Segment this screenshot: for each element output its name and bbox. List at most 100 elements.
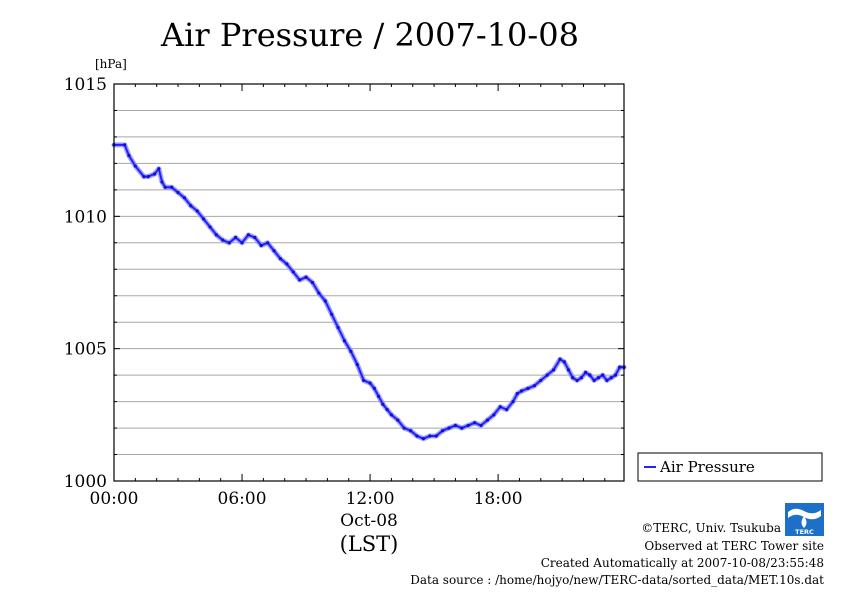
data-point-6 <box>152 172 157 176</box>
data-point-78 <box>579 376 583 380</box>
data-point-56 <box>453 423 458 428</box>
footer-copyright: ©TERC, Univ. Tsukuba <box>641 521 781 535</box>
y-tick-label-1015: 1015 <box>64 75 107 95</box>
data-point-31 <box>304 275 308 279</box>
data-point-39 <box>355 362 359 367</box>
grid-lines <box>114 109 624 456</box>
x-axis-date-label: Oct-08 <box>340 511 398 531</box>
data-point-87 <box>618 365 622 369</box>
data-point-70 <box>539 378 543 383</box>
series-halo-0 <box>111 142 627 442</box>
data-point-8 <box>160 180 164 184</box>
y-tick-label-1000: 1000 <box>64 472 107 492</box>
data-point-76 <box>571 376 575 380</box>
data-point-64 <box>505 407 509 412</box>
data-point-5 <box>146 175 150 179</box>
data-point-51 <box>421 437 426 441</box>
data-point-66 <box>515 392 519 396</box>
data-point-84 <box>605 378 609 383</box>
axis-ticks <box>113 83 624 482</box>
x-tick-labels: 00:00 06:00 12:00 18:00 <box>90 489 523 509</box>
data-point-79 <box>583 370 588 375</box>
data-point-27 <box>278 257 283 261</box>
data-point-23 <box>253 235 257 240</box>
chart-title: Air Pressure / 2007-10-08 <box>160 16 579 54</box>
data-point-3 <box>133 164 137 168</box>
data-point-72 <box>551 368 556 372</box>
data-point-77 <box>575 378 579 383</box>
data-point-80 <box>588 373 592 377</box>
legend-box <box>637 452 823 482</box>
data-point-29 <box>291 270 295 274</box>
data-point-61 <box>485 418 490 422</box>
data-point-47 <box>396 418 400 422</box>
data-point-62 <box>492 413 496 417</box>
data-point-68 <box>526 386 530 390</box>
logo-text: TERC <box>795 528 814 536</box>
footer-created: Created Automatically at 2007-10-08/23:5… <box>541 556 824 570</box>
data-point-74 <box>562 360 566 364</box>
data-point-69 <box>532 384 536 388</box>
data-point-54 <box>441 429 445 433</box>
data-point-34 <box>323 299 327 303</box>
series-line-0 <box>114 143 624 440</box>
data-point-25 <box>266 241 270 245</box>
data-point-22 <box>246 233 251 237</box>
data-point-12 <box>182 196 187 200</box>
data-point-2 <box>127 153 131 158</box>
footer-observed: Observed at TERC Tower site <box>644 539 824 553</box>
data-point-4 <box>142 175 146 179</box>
x-axis-unit-label: (LST) <box>340 532 399 556</box>
data-point-60 <box>479 423 483 428</box>
legend-entry-air-pressure: Air Pressure <box>659 458 755 476</box>
y-axis-unit-label: [hPa] <box>95 57 127 71</box>
y-tick-labels: 1015 1010 1005 1000 <box>64 75 107 492</box>
data-point-75 <box>566 368 571 372</box>
data-point-9 <box>163 185 167 189</box>
data-point-52 <box>428 434 432 438</box>
data-point-50 <box>415 434 419 438</box>
data-point-44 <box>381 402 385 406</box>
data-point-73 <box>558 357 562 361</box>
terc-logo: TERC <box>785 503 824 536</box>
data-point-1 <box>123 143 127 147</box>
data-point-86 <box>613 373 618 377</box>
data-point-21 <box>240 241 244 245</box>
data-point-17 <box>214 233 219 237</box>
data-point-59 <box>473 421 477 425</box>
data-point-18 <box>221 238 225 242</box>
data-point-82 <box>596 376 600 380</box>
data-point-43 <box>377 394 381 398</box>
data-series <box>111 142 627 442</box>
data-point-46 <box>389 413 394 417</box>
plot-frame <box>113 83 625 482</box>
data-point-14 <box>195 209 199 213</box>
y-tick-label-1005: 1005 <box>64 340 107 360</box>
data-point-24 <box>259 243 263 248</box>
data-point-11 <box>176 190 180 195</box>
x-tick-label-0000: 00:00 <box>90 489 139 509</box>
data-point-42 <box>372 386 376 390</box>
data-point-57 <box>460 426 464 430</box>
data-point-71 <box>545 373 549 377</box>
data-point-20 <box>234 235 238 240</box>
data-point-38 <box>349 349 353 353</box>
data-point-30 <box>298 278 302 282</box>
data-point-7 <box>157 167 161 171</box>
data-point-49 <box>409 429 413 433</box>
data-point-33 <box>317 291 321 295</box>
x-tick-label-1200: 12:00 <box>346 489 395 509</box>
data-point-15 <box>202 217 206 221</box>
data-point-16 <box>208 225 212 229</box>
data-point-58 <box>466 423 470 428</box>
data-point-28 <box>285 262 289 266</box>
data-point-83 <box>601 373 605 377</box>
x-tick-label-0600: 06:00 <box>218 489 267 509</box>
y-tick-label-1010: 1010 <box>64 207 107 227</box>
footer-data-source: Data source : /home/hojyo/new/TERC-data/… <box>410 573 824 587</box>
data-point-13 <box>189 204 193 208</box>
data-point-85 <box>609 376 613 380</box>
data-point-37 <box>342 339 347 343</box>
data-point-55 <box>447 426 451 430</box>
data-point-41 <box>368 381 372 385</box>
